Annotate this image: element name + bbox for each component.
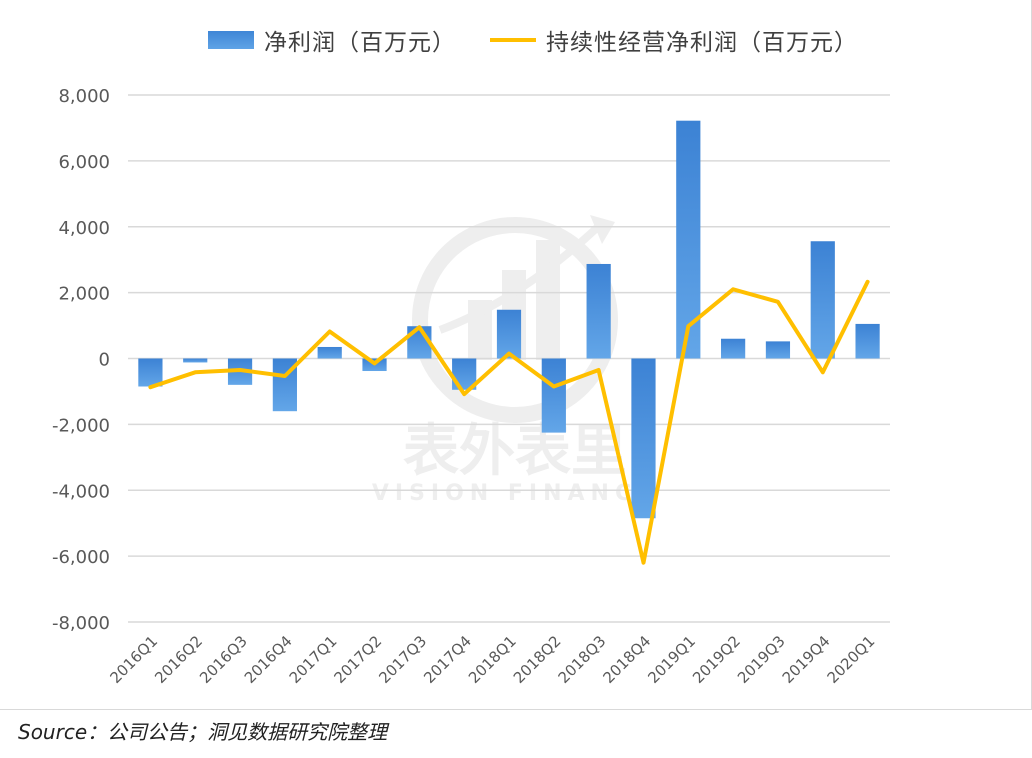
line-point xyxy=(417,325,421,329)
line-point xyxy=(597,368,601,372)
x-tick-label: 2017Q3 xyxy=(375,632,430,687)
source-note: Source：公司公告；洞见数据研究院整理 xyxy=(18,720,388,744)
x-tick-label: 2018Q4 xyxy=(599,632,654,687)
x-tick-label: 2016Q1 xyxy=(106,632,161,687)
x-tick-label: 2017Q1 xyxy=(286,632,341,687)
y-tick-label: 0 xyxy=(99,350,110,371)
y-axis: -8,000 -6,000 -4,000 -2,000 0 2,000 4,000 6,000… xyxy=(52,86,110,634)
line-series xyxy=(148,279,870,565)
y-tick-label: -8,000 xyxy=(52,613,110,634)
watermark-en: VISION FINANCE xyxy=(372,481,658,506)
line-point xyxy=(552,384,556,388)
x-tick-label: 2018Q3 xyxy=(555,632,610,687)
legend-label-net-profit: 净利润（百万元） xyxy=(264,30,456,56)
bar xyxy=(496,309,522,359)
legend-line-swatch xyxy=(490,38,536,42)
y-tick-label: 6,000 xyxy=(58,152,110,173)
bar xyxy=(631,358,656,519)
x-tick-label: 2016Q3 xyxy=(196,632,251,687)
watermark-logo: 表外表里 VISION FINANCE xyxy=(372,215,658,506)
line-point xyxy=(328,329,332,333)
y-tick-label: -4,000 xyxy=(52,481,110,502)
y-tick-label: -2,000 xyxy=(52,415,110,436)
chart-canvas: 表外表里 VISION FINANCE -8,000 -6,000 -4,000 -2… xyxy=(52,86,890,687)
x-tick-label: 2017Q2 xyxy=(331,632,386,687)
watermark-cn: 表外表里 xyxy=(403,419,627,484)
line-point xyxy=(866,280,870,284)
grid-lines xyxy=(128,94,890,623)
y-tick-label: -6,000 xyxy=(52,547,110,568)
bar xyxy=(676,120,701,359)
line-point xyxy=(731,287,735,291)
x-tick-label: 2019Q4 xyxy=(779,632,834,687)
x-axis: 2016Q12016Q22016Q32016Q42017Q12017Q22017… xyxy=(106,632,878,687)
x-tick-label: 2019Q1 xyxy=(644,632,699,687)
legend-label-continuing-profit: 持续性经营净利润（百万元） xyxy=(546,30,858,56)
x-tick-label: 2020Q1 xyxy=(824,632,879,687)
bar xyxy=(541,358,566,433)
y-tick-label: 4,000 xyxy=(58,218,110,239)
x-tick-label: 2017Q4 xyxy=(420,632,475,687)
x-tick-label: 2018Q2 xyxy=(510,632,565,687)
line-point xyxy=(283,374,287,378)
legend-item-net-profit: 净利润（百万元） xyxy=(208,23,456,57)
bar xyxy=(810,241,835,359)
line-point xyxy=(641,561,645,565)
line-point xyxy=(776,300,780,304)
line-point xyxy=(686,324,690,328)
bar xyxy=(183,358,208,363)
bar xyxy=(317,346,342,359)
x-tick-label: 2016Q4 xyxy=(241,632,296,687)
line-point xyxy=(821,370,825,374)
line-point xyxy=(507,352,511,356)
bar xyxy=(586,263,611,359)
line-point xyxy=(148,385,152,389)
legend-bar-swatch xyxy=(208,31,254,49)
legend: 净利润（百万元） 持续性经营净利润（百万元） xyxy=(208,22,892,58)
bar xyxy=(765,341,791,359)
y-tick-label: 2,000 xyxy=(58,284,110,305)
x-tick-label: 2019Q3 xyxy=(734,632,789,687)
legend-item-continuing-profit: 持续性经营净利润（百万元） xyxy=(490,23,858,57)
line-point xyxy=(373,361,377,365)
bar xyxy=(138,358,163,387)
line-point xyxy=(462,392,466,396)
line-point xyxy=(238,368,242,372)
x-tick-label: 2019Q2 xyxy=(689,632,744,687)
line-point xyxy=(193,370,197,374)
bar xyxy=(721,338,746,359)
x-tick-label: 2018Q1 xyxy=(465,632,520,687)
x-tick-label: 2016Q2 xyxy=(151,632,206,687)
bar xyxy=(855,323,880,359)
y-tick-label: 8,000 xyxy=(58,86,110,107)
